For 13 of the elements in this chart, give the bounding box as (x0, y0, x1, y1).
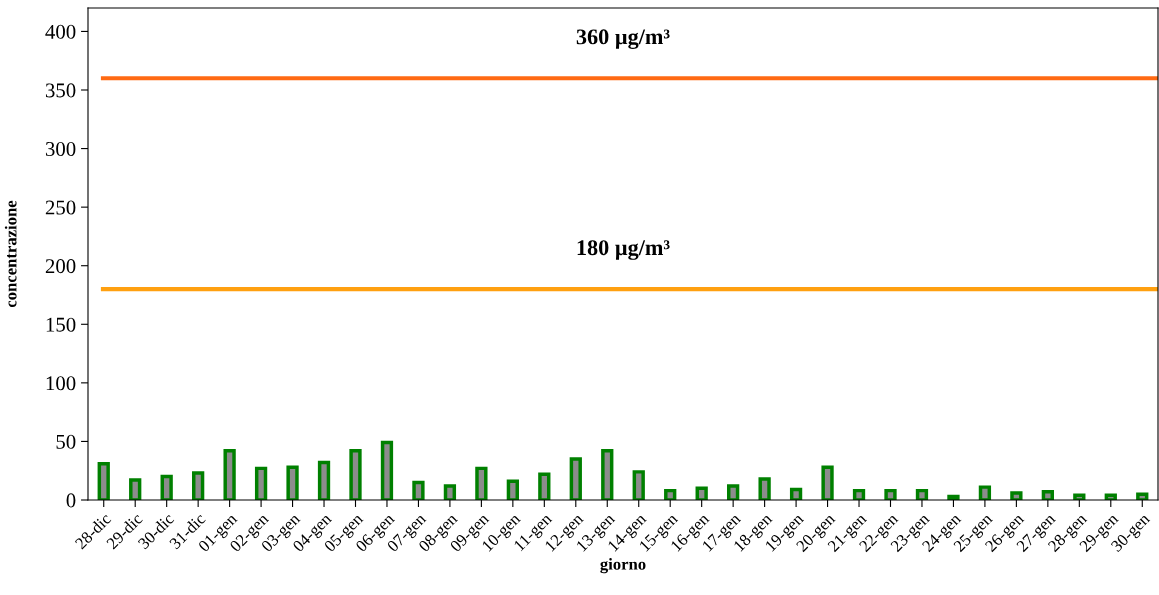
y-tick-label: 300 (45, 141, 76, 156)
y-tick-label: 50 (56, 434, 76, 449)
y-tick-label: 200 (45, 259, 76, 274)
y-axis-title: concentrazione (4, 200, 17, 308)
y-tick-label: 350 (45, 83, 76, 98)
ref-line-label: 360 µg/m³ (576, 29, 670, 49)
y-tick-label: 100 (46, 376, 76, 391)
x-axis-title: giorno (600, 558, 646, 574)
y-tick-label: 0 (66, 493, 76, 508)
y-tick-label: 150 (46, 317, 76, 332)
y-tick-label: 400 (45, 24, 76, 39)
ref-line-label: 180 µg/m³ (577, 240, 670, 260)
y-tick-label: 250 (45, 200, 76, 215)
